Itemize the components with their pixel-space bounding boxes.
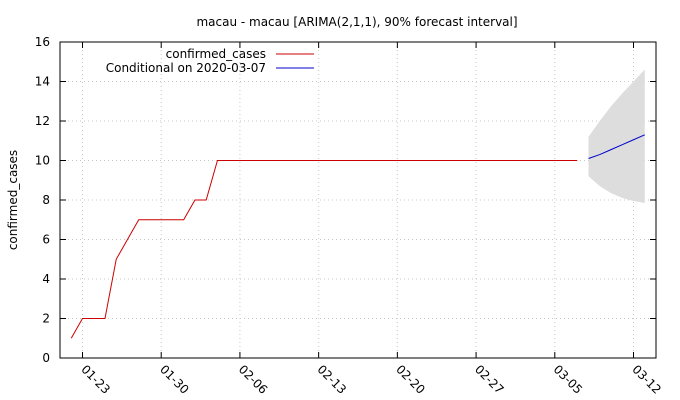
x-tick-label: 02-13 — [315, 362, 350, 397]
series-line-conditional-on-2020-03-07 — [588, 134, 645, 159]
y-tick-label: 12 — [35, 114, 50, 128]
y-axis-label: confirmed_cases — [6, 150, 20, 250]
x-tick-label: 03-05 — [551, 362, 586, 397]
x-tick-label: 01-30 — [157, 362, 192, 397]
x-tick-label: 03-12 — [629, 362, 664, 397]
series-layer — [70, 134, 645, 339]
chart-title: macau - macau [ARIMA(2,1,1), 90% forecas… — [196, 15, 517, 29]
plot-frame — [59, 41, 657, 359]
forecast-interval-band — [588, 69, 645, 203]
grid — [60, 42, 656, 358]
y-tick-label: 0 — [42, 351, 50, 365]
y-tick-label: 16 — [35, 35, 50, 49]
x-tick-label: 02-27 — [472, 362, 507, 397]
y-tick-label: 4 — [42, 272, 50, 286]
x-tick-label: 02-20 — [393, 362, 428, 397]
y-tick-label: 2 — [42, 312, 50, 326]
forecast-interval-band-layer — [588, 69, 645, 203]
y-tick-label: 6 — [42, 233, 50, 247]
legend-label: Conditional on 2020-03-07 — [106, 61, 266, 75]
y-tick-label: 8 — [42, 193, 50, 207]
legend-label: confirmed_cases — [166, 47, 266, 61]
y-axis: 0 2 4 6 8 10 12 14 16 — [35, 35, 656, 365]
x-tick-label: 02-06 — [236, 362, 271, 397]
series-line-confirmed-cases — [70, 160, 578, 339]
y-tick-label: 14 — [35, 75, 50, 89]
x-tick-label: 01-23 — [78, 362, 113, 397]
y-tick-label: 10 — [35, 154, 50, 168]
